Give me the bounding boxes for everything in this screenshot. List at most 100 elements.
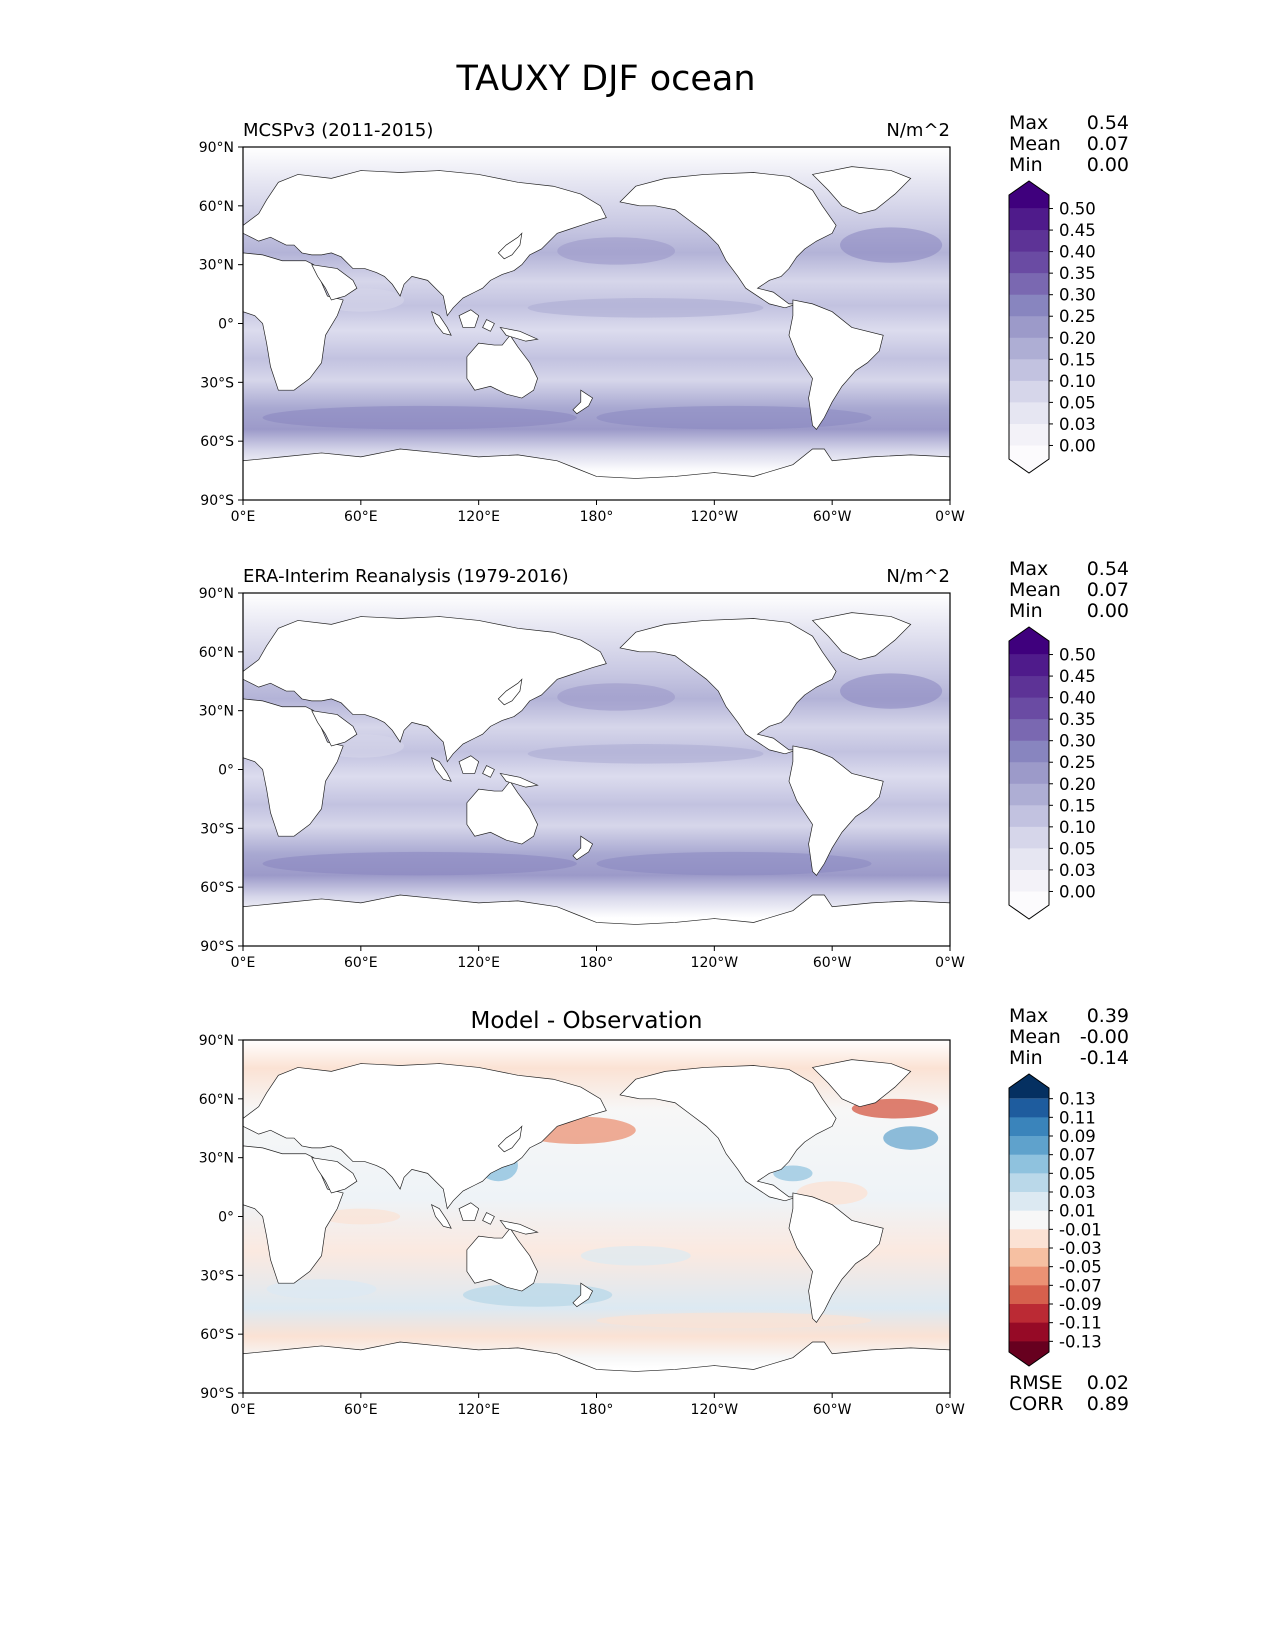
y-tick-label: 0° — [218, 1210, 234, 1226]
x-tick-label: 120°W — [691, 955, 739, 971]
y-tick-label: 60°N — [199, 645, 234, 661]
stat-label: Min — [1009, 1047, 1043, 1069]
y-tick-label: 30°N — [199, 704, 234, 720]
colorbar-segment — [1009, 891, 1049, 919]
colorbar-outline — [1008, 180, 1050, 474]
colorbar-segment — [1009, 1173, 1049, 1193]
colorbar-segment — [1009, 445, 1049, 473]
y-tick-label: 30°S — [200, 821, 234, 837]
colorbar-label: 0.05 — [1059, 393, 1096, 412]
colorbar-label: 0.30 — [1059, 286, 1096, 305]
y-tick-label: 30°S — [200, 1268, 234, 1284]
colorbar-outline — [1008, 626, 1050, 920]
x-tick-label: 180° — [580, 955, 614, 971]
x-tick-label: 0°E — [231, 509, 256, 525]
colorbar-segment — [1009, 251, 1049, 274]
x-tick-label: 0°E — [231, 1402, 256, 1418]
x-tick-label: 0°W — [935, 1402, 965, 1418]
stat-value: 0.07 — [1087, 133, 1129, 155]
colorbar-label: -0.07 — [1059, 1276, 1102, 1295]
colorbar-label: 0.07 — [1059, 1146, 1096, 1165]
x-tick-label: 0°E — [231, 955, 256, 971]
y-tick-label: 30°N — [199, 1151, 234, 1167]
y-tick-label: 0° — [218, 317, 234, 333]
colorbar-label: -0.13 — [1059, 1332, 1102, 1351]
field-anomaly — [596, 851, 872, 876]
panel-title-center: Model - Observation — [470, 1008, 702, 1034]
x-tick-label: 120°W — [691, 509, 739, 525]
colorbar-label: -0.01 — [1059, 1220, 1102, 1239]
colorbar-segment — [1009, 1248, 1049, 1268]
colorbar-label: 0.03 — [1059, 1183, 1096, 1202]
stat-label: Max — [1009, 1005, 1048, 1027]
colorbar-label: 0.10 — [1059, 372, 1096, 391]
colorbar-label: 0.13 — [1059, 1090, 1096, 1109]
colorbar: 0.50 0.45 0.40 0.35 0.30 0.25 0.20 0.15 0.10 0.05… — [1008, 180, 1096, 474]
y-tick-label: 30°S — [200, 375, 234, 391]
colorbar: 0.130.110.090.070.050.030.01-0.01-0.03-0… — [1008, 1073, 1102, 1367]
colorbar-segment — [1009, 1154, 1049, 1174]
colorbar-segment — [1009, 337, 1049, 360]
colorbar-label: -0.11 — [1059, 1314, 1102, 1333]
x-tick-label: 0°W — [935, 955, 965, 971]
colorbar-label: 0.40 — [1059, 689, 1096, 708]
colorbar-label: 0.45 — [1059, 667, 1096, 686]
panel-units: N/m^2 — [886, 566, 950, 587]
field-anomaly — [596, 1312, 872, 1329]
stat-value: 0.00 — [1087, 600, 1129, 622]
y-tick-label: 60°N — [199, 1092, 234, 1108]
colorbar-label: 0.03 — [1059, 415, 1096, 434]
colorbar-segment — [1009, 826, 1049, 849]
field-anomaly — [580, 1245, 691, 1266]
x-tick-label: 60°E — [344, 955, 378, 971]
colorbar-segment — [1009, 1322, 1049, 1342]
field-anomaly — [883, 1126, 939, 1150]
stat-value: 0.54 — [1087, 112, 1129, 134]
colorbar-label: 0.10 — [1059, 818, 1096, 837]
y-tick-label: 90°S — [200, 493, 234, 509]
field-anomaly — [557, 237, 676, 265]
field-anomaly — [266, 1279, 377, 1299]
panel-title-left: ERA-Interim Reanalysis (1979-2016) — [243, 566, 569, 587]
y-tick-label: 90°S — [200, 1386, 234, 1402]
colorbar-segment — [1009, 294, 1049, 317]
colorbar-label: -0.03 — [1059, 1239, 1102, 1258]
y-tick-label: 60°S — [200, 880, 234, 896]
panel-title-left: MCSPv3 (2011-2015) — [243, 120, 433, 141]
colorbar-label: 0.50 — [1059, 200, 1096, 219]
colorbar-segment — [1009, 402, 1049, 425]
colorbar-segment — [1009, 1074, 1049, 1099]
stat-label: Mean — [1009, 579, 1061, 601]
colorbar-segment — [1009, 1192, 1049, 1212]
x-tick-label: 120°E — [457, 955, 500, 971]
x-tick-label: 120°E — [457, 1402, 500, 1418]
colorbar-label: 0.00 — [1059, 882, 1096, 901]
colorbar-segment — [1009, 1098, 1049, 1118]
colorbar-segment — [1009, 181, 1049, 209]
y-tick-label: 60°N — [199, 199, 234, 215]
colorbar-segment — [1009, 208, 1049, 231]
panel-model: MCSPv3 (2011-2015) N/m^2 0°E 60°E 120°E 180° 1… — [199, 112, 1129, 525]
stat-label: Min — [1009, 154, 1043, 176]
colorbar-label: 0.05 — [1059, 1164, 1096, 1183]
colorbar-label: 0.30 — [1059, 732, 1096, 751]
stat-label: Mean — [1009, 133, 1061, 155]
stat-label: Max — [1009, 112, 1048, 134]
y-tick-label: 0° — [218, 763, 234, 779]
colorbar-segment — [1009, 697, 1049, 720]
field-anomaly — [262, 405, 577, 430]
field-anomaly — [851, 1098, 939, 1119]
stat-label: Max — [1009, 558, 1048, 580]
colorbar-segment — [1009, 1136, 1049, 1156]
colorbar-segment — [1009, 273, 1049, 296]
y-tick-label: 30°N — [199, 258, 234, 274]
colorbar-label: -0.05 — [1059, 1258, 1102, 1277]
x-tick-label: 60°W — [813, 1402, 852, 1418]
field-anomaly — [840, 673, 943, 709]
colorbar-label: 0.05 — [1059, 839, 1096, 858]
colorbar-segment — [1009, 230, 1049, 253]
footer-stat-label: RMSE — [1009, 1372, 1063, 1394]
map-plot — [243, 147, 950, 501]
map-plot — [243, 593, 950, 947]
footer-stat-value: 0.89 — [1087, 1393, 1129, 1415]
